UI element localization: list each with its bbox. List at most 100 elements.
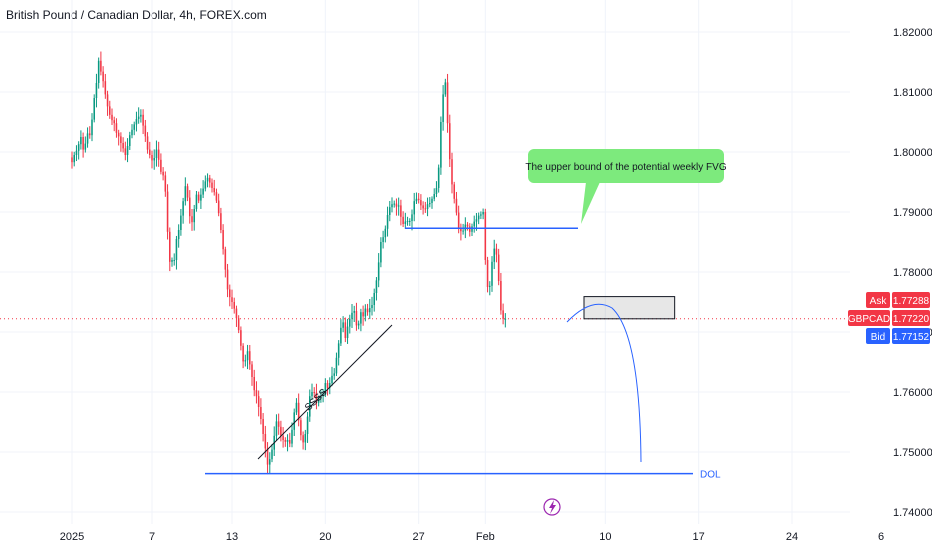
candle — [173, 253, 175, 266]
price-tag-label-bg — [866, 328, 890, 344]
candle-body — [295, 402, 298, 413]
candle — [346, 318, 349, 344]
candle — [406, 216, 409, 226]
candle — [373, 288, 375, 312]
candle-body — [337, 343, 340, 358]
candle-body — [309, 396, 311, 417]
candle-body — [191, 216, 193, 223]
candle — [155, 140, 158, 167]
candle — [324, 378, 327, 397]
candle-body — [126, 146, 129, 155]
candle — [106, 90, 109, 116]
candle — [402, 211, 404, 228]
candle — [355, 302, 358, 331]
candle-body — [97, 60, 100, 83]
candle — [157, 141, 160, 167]
candle — [495, 243, 498, 263]
candle — [413, 192, 415, 222]
candle — [429, 197, 431, 208]
candle-body — [300, 420, 302, 436]
candle-body — [111, 114, 113, 121]
candle-body — [313, 392, 315, 393]
candle-body — [275, 421, 278, 436]
candle — [446, 73, 449, 133]
x-tick-label: 17 — [693, 531, 705, 543]
candle-body — [355, 311, 358, 326]
x-tick-label: 13 — [226, 531, 238, 543]
candle-body — [215, 192, 218, 201]
candle — [497, 248, 500, 286]
candle — [369, 298, 371, 320]
y-axis: 1.820001.810001.800001.790001.780001.770… — [893, 27, 932, 519]
candle-body — [177, 230, 180, 239]
candle — [462, 223, 464, 235]
candle-body — [117, 132, 120, 137]
candle-body — [484, 212, 487, 260]
candle — [415, 192, 418, 204]
candle-body — [480, 214, 482, 216]
candle — [309, 389, 311, 422]
candle — [215, 188, 218, 204]
candle — [240, 326, 242, 351]
candle-body — [131, 129, 133, 136]
price-tag-value-bg — [892, 292, 930, 308]
candle — [295, 398, 298, 415]
candle-body — [93, 98, 95, 120]
candle — [360, 308, 362, 332]
candle-body — [437, 167, 440, 188]
candle-body — [282, 435, 284, 440]
candle — [489, 281, 491, 296]
candle-body — [251, 364, 253, 377]
candle-body — [404, 221, 407, 224]
candle-body — [91, 119, 93, 136]
candle-body — [369, 308, 371, 313]
candle — [189, 190, 191, 224]
candle — [389, 201, 391, 222]
price-tag: GBPCAD 1.77220 — [848, 310, 930, 326]
y-tick-label: 1.75000 — [893, 447, 932, 459]
candle — [135, 111, 138, 132]
candle — [237, 315, 240, 334]
candle-body — [466, 224, 469, 227]
candle-body — [469, 226, 471, 232]
candle — [424, 201, 427, 213]
candle-body — [440, 122, 442, 168]
candle-body — [495, 248, 498, 255]
callout-text: The upper bound of the potential weekly … — [525, 162, 726, 173]
candle-body — [364, 308, 367, 317]
candle-body — [244, 360, 247, 362]
candle — [164, 171, 167, 197]
candle — [426, 197, 429, 217]
candle-body — [420, 200, 422, 206]
candle-body — [113, 120, 115, 124]
candle-body — [157, 149, 160, 160]
price-tag-label: Ask — [870, 296, 888, 307]
candle — [180, 208, 182, 236]
candle — [111, 108, 113, 125]
candle-body — [277, 421, 280, 427]
candle — [335, 352, 338, 377]
candle-body — [417, 198, 420, 200]
candle-body — [315, 392, 318, 403]
candle-body — [380, 242, 382, 263]
candle-body — [86, 133, 89, 144]
candle-body — [502, 310, 504, 319]
candle-body — [269, 459, 271, 465]
candle-body — [291, 429, 293, 444]
price-tag-label: GBPCAD — [848, 314, 890, 325]
candle — [77, 141, 80, 160]
candle-body — [233, 302, 235, 309]
candle — [315, 383, 318, 410]
price-tag-label-bg — [866, 292, 890, 308]
candle-body — [266, 448, 269, 465]
candle-body — [240, 330, 242, 346]
candle — [73, 151, 75, 167]
candle — [482, 208, 484, 220]
candle — [169, 227, 171, 272]
candle — [353, 305, 355, 323]
candle-body — [129, 135, 131, 146]
candle-body — [444, 82, 447, 95]
candle-body — [217, 200, 220, 214]
